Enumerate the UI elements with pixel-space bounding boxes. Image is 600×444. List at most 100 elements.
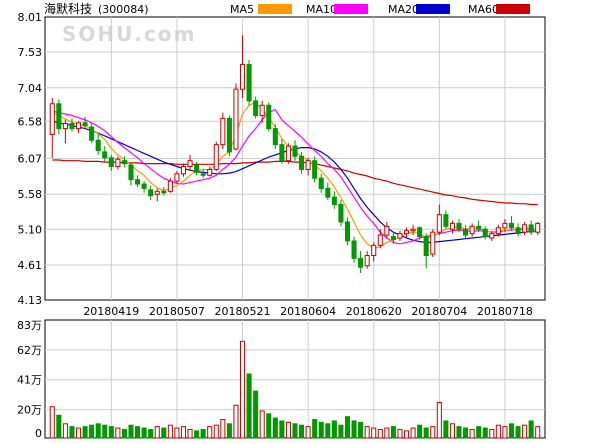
volume-bar: [56, 414, 62, 439]
volume-bar: [305, 426, 311, 439]
date-label: 20180704: [411, 305, 467, 318]
candle: [167, 178, 173, 193]
candle: [239, 35, 246, 98]
legend-label-ma10: MA10: [306, 3, 337, 16]
candle: [482, 226, 488, 240]
candle-body: [476, 225, 482, 230]
candle: [299, 151, 305, 174]
volume-bar: [253, 390, 259, 439]
volume-bar: [463, 427, 469, 439]
candle-body: [108, 157, 114, 168]
candle: [312, 156, 318, 183]
candle: [502, 219, 508, 233]
date-label: 20180620: [346, 305, 402, 318]
candle-body: [161, 190, 167, 194]
candle: [102, 146, 108, 163]
candle: [390, 232, 396, 244]
candle: [233, 83, 239, 151]
candle: [253, 96, 259, 119]
volume-y-axis: 83万 62万 41万 20万 0: [17, 319, 42, 440]
candle: [318, 173, 324, 193]
price-y-tick-label: 6.07: [18, 153, 43, 166]
candle-body: [285, 145, 291, 162]
volume-bar: [489, 428, 495, 439]
price-y-tick-label: 8.01: [18, 11, 43, 24]
date-label: 20180521: [215, 305, 271, 318]
volume-bar: [476, 426, 482, 439]
candle: [246, 60, 252, 106]
volume-bar: [174, 427, 180, 439]
volume-bar: [423, 427, 429, 439]
candle: [449, 220, 455, 234]
candle-body: [449, 222, 455, 230]
price-y-tick-label: 5.10: [18, 223, 43, 236]
candle: [436, 204, 442, 236]
volume-bar: [338, 424, 344, 439]
candle-body: [371, 244, 377, 257]
volume-bar: [207, 426, 213, 439]
candle: [259, 100, 265, 123]
volume-y-tick-label: 20万: [17, 404, 42, 417]
candle: [49, 97, 55, 158]
candle-body: [377, 234, 383, 246]
volume-bar: [115, 427, 121, 439]
ma60-line: [52, 159, 538, 206]
volume-y-tick-label: 41万: [17, 374, 42, 387]
candle: [292, 140, 298, 161]
candle: [69, 118, 75, 132]
candle: [377, 229, 383, 249]
candle-body: [495, 227, 501, 235]
candlesticks: [49, 35, 541, 274]
candle: [528, 220, 534, 236]
candle-body: [95, 139, 101, 151]
candle: [403, 227, 410, 239]
candle-body: [174, 173, 180, 182]
candle-body: [246, 63, 252, 102]
candle-body: [128, 164, 134, 181]
candle: [108, 154, 114, 171]
volume-bar: [331, 420, 337, 439]
candle-body: [469, 225, 475, 235]
volume-bar: [502, 426, 508, 439]
watermark: SOHU.com: [62, 22, 196, 46]
price-y-tick-label: 7.04: [18, 82, 43, 95]
candle-body: [194, 164, 200, 173]
candle-body: [436, 214, 442, 233]
candle-body: [49, 103, 55, 135]
candle: [213, 141, 219, 171]
candle-body: [213, 144, 219, 170]
candle: [220, 112, 226, 150]
price-y-tick-label: 7.53: [18, 46, 43, 59]
price-x-axis: 20180419 20180507 20180521 20180604 20180620…: [83, 305, 533, 318]
candle: [430, 229, 436, 257]
candle: [279, 138, 285, 164]
candle-body: [89, 126, 95, 141]
candle: [174, 170, 180, 185]
volume-bar: [200, 428, 206, 439]
candle: [75, 121, 82, 133]
candle-body: [351, 240, 357, 259]
volume-bar: [371, 427, 377, 439]
candle-body: [180, 166, 187, 175]
candle: [82, 116, 88, 129]
volume-bar: [528, 420, 534, 439]
volume-bar: [358, 421, 364, 439]
chart-title: 海默科技: [44, 1, 92, 16]
volume-grid: [45, 320, 545, 438]
candle: [89, 123, 95, 144]
volume-bar: [285, 421, 291, 439]
volume-bar: [62, 423, 68, 439]
candle: [128, 162, 134, 186]
volume-bar: [213, 424, 219, 439]
candle-body: [226, 117, 232, 153]
candle: [358, 251, 364, 274]
volume-bar: [121, 428, 127, 439]
candle-body: [167, 180, 173, 192]
candle: [535, 221, 541, 236]
candle: [495, 224, 501, 237]
candle-body: [253, 100, 259, 116]
volume-bar: [312, 419, 318, 439]
volume-bar: [167, 424, 173, 439]
candle-body: [515, 227, 521, 235]
candle: [180, 163, 187, 177]
